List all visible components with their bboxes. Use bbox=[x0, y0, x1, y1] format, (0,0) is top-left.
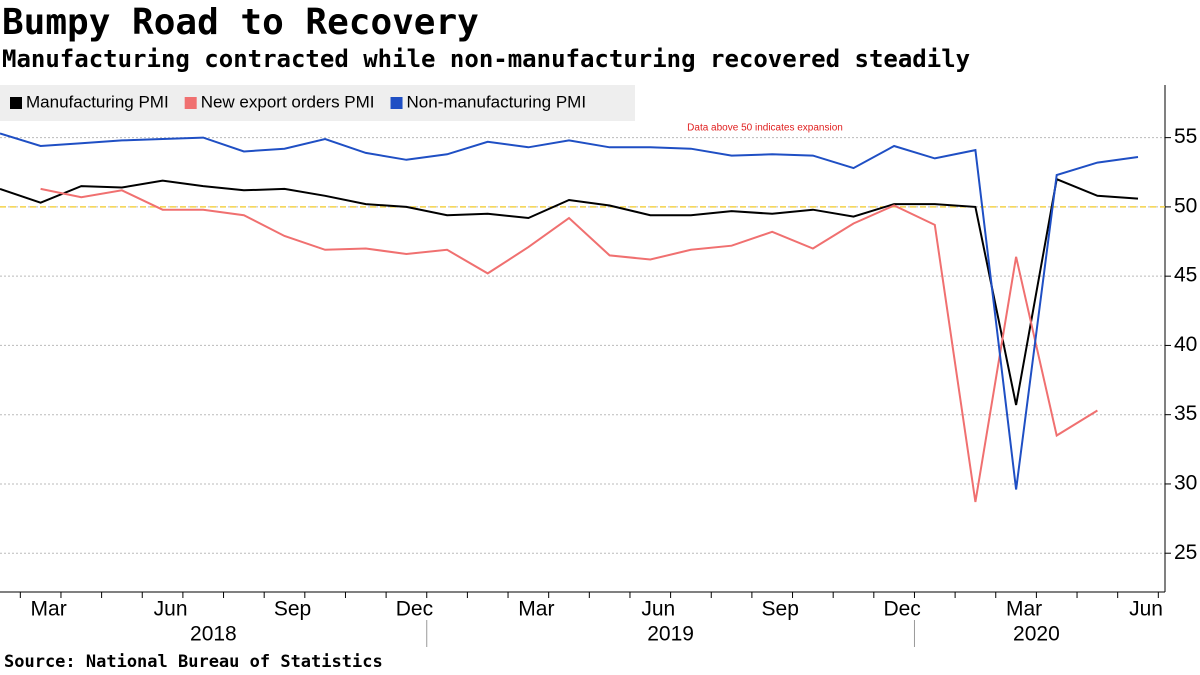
series-line bbox=[0, 177, 1139, 406]
x-tick-label: Jun bbox=[154, 598, 188, 621]
y-tick-label: 50 bbox=[1174, 194, 1197, 217]
source: Source: National Bureau of Statistics bbox=[4, 652, 383, 672]
chart-title: Bumpy Road to Recovery bbox=[2, 2, 479, 43]
x-tick-label: Mar bbox=[31, 598, 67, 621]
legend-swatch bbox=[390, 97, 403, 109]
chart-subtitle: Manufacturing contracted while non-manuf… bbox=[2, 45, 970, 73]
legend-swatch bbox=[184, 97, 197, 109]
x-tick-label: Sep bbox=[274, 598, 311, 621]
y-tick-label: 45 bbox=[1174, 264, 1197, 287]
x-tick-label: Dec bbox=[883, 598, 920, 621]
x-tick-label: Jun bbox=[1129, 598, 1163, 621]
year-label: 2020 bbox=[1013, 623, 1060, 646]
x-tick-label: Mar bbox=[1006, 598, 1042, 621]
year-label: 2018 bbox=[190, 623, 237, 646]
year-label: 2019 bbox=[647, 623, 694, 646]
annotation: Data above 50 indicates expansion bbox=[687, 123, 843, 134]
y-tick-label: 35 bbox=[1174, 402, 1197, 425]
y-tick-label: 25 bbox=[1174, 541, 1197, 564]
x-tick-label: Sep bbox=[762, 598, 799, 621]
x-tick-label: Mar bbox=[518, 598, 554, 621]
legend-label: Manufacturing PMI bbox=[26, 92, 169, 111]
series-line bbox=[0, 132, 1139, 490]
y-tick-label: 55 bbox=[1174, 125, 1197, 148]
y-tick-label: 40 bbox=[1174, 333, 1197, 356]
x-tick-label: Dec bbox=[396, 598, 433, 621]
legend-box bbox=[0, 85, 635, 121]
legend-label: Non-manufacturing PMI bbox=[407, 92, 587, 111]
legend-label: New export orders PMI bbox=[201, 92, 375, 111]
legend-swatch bbox=[10, 97, 22, 109]
y-tick-label: 30 bbox=[1174, 471, 1197, 494]
series-line bbox=[40, 187, 1098, 503]
x-tick-label: Jun bbox=[641, 598, 675, 621]
